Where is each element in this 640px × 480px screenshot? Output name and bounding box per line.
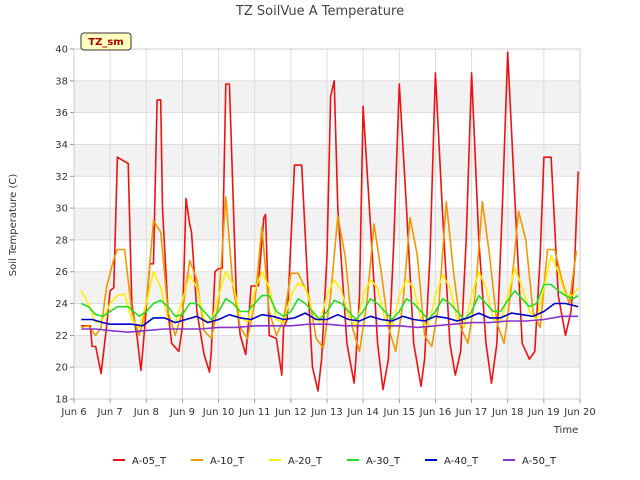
- x-tick-label: Jun 10: [202, 407, 235, 418]
- x-tick-label: Jun 6: [60, 407, 86, 418]
- y-tick-label: 20: [55, 363, 68, 374]
- y-tick-label: 40: [55, 45, 68, 56]
- x-tick-label: Jun 15: [383, 407, 416, 418]
- x-axis-title: Time: [553, 425, 578, 436]
- legend: A-05_T A-10_T A-20_T A-30_T A-40_T A-50_T: [113, 456, 557, 467]
- series-line-a-40-t: [81, 302, 579, 327]
- legend-label: A-05_T: [132, 456, 167, 467]
- x-tick-label: Jun 12: [274, 407, 307, 418]
- y-tick-label: 30: [55, 204, 68, 215]
- legend-item-a-40-t: A-40_T: [425, 456, 479, 467]
- y-tick-label: 18: [55, 395, 68, 406]
- y-tick-label: 26: [55, 267, 68, 278]
- legend-label: A-50_T: [522, 456, 557, 467]
- legend-label: A-30_T: [366, 456, 401, 467]
- x-axis-ticks: Jun 6 Jun 7 Jun 8 Jun 9 Jun 10 Jun 11 Jun 12 Ju…: [60, 399, 596, 418]
- x-tick-label: Jun 18: [491, 407, 524, 418]
- legend-label: A-40_T: [444, 456, 479, 467]
- station-badge-label: TZ_sm: [88, 37, 123, 48]
- x-tick-label: Jun 7: [97, 407, 123, 418]
- legend-item-a-30-t: A-30_T: [347, 456, 401, 467]
- series-line-a-30-t: [80, 283, 579, 321]
- chart-title: TZ SoilVue A Temperature: [235, 4, 404, 19]
- y-tick-label: 36: [55, 108, 68, 119]
- y-tick-label: 22: [55, 331, 68, 342]
- series-layer: [80, 51, 579, 392]
- x-tick-label: Jun 13: [310, 407, 343, 418]
- x-tick-label: Jun 17: [455, 407, 488, 418]
- series-line-a-05-t: [81, 51, 579, 392]
- legend-label: A-10_T: [210, 456, 245, 467]
- y-axis-ticks: 18 20 22 24 26 28 30 32 34 36 38 40: [55, 45, 74, 406]
- x-tick-label: Jun 14: [346, 407, 379, 418]
- y-tick-label: 28: [55, 235, 68, 246]
- y-tick-label: 32: [55, 172, 68, 183]
- series-line-a-50-t: [81, 315, 579, 334]
- legend-item-a-50-t: A-50_T: [503, 456, 557, 467]
- legend-item-a-10-t: A-10_T: [191, 456, 245, 467]
- y-tick-label: 24: [55, 299, 68, 310]
- y-tick-label: 34: [55, 140, 68, 151]
- station-badge: TZ_sm: [80, 32, 132, 51]
- station-badge-box: [80, 32, 132, 51]
- x-tick-label: Jun 11: [238, 407, 271, 418]
- y-tick-label: 38: [55, 76, 68, 87]
- series-line-a-10-t: [81, 196, 578, 353]
- x-tick-label: Jun 8: [133, 407, 159, 418]
- legend-item-a-20-t: A-20_T: [269, 456, 323, 467]
- y-axis-title: Soil Temperature (C): [8, 174, 19, 277]
- legend-item-a-05-t: A-05_T: [113, 456, 167, 467]
- legend-label: A-20_T: [288, 456, 323, 467]
- x-tick-label: Jun 16: [419, 407, 452, 418]
- x-tick-label: Jun 20: [563, 407, 596, 418]
- x-tick-label: Jun 9: [169, 407, 195, 418]
- x-tick-label: Jun 19: [527, 407, 560, 418]
